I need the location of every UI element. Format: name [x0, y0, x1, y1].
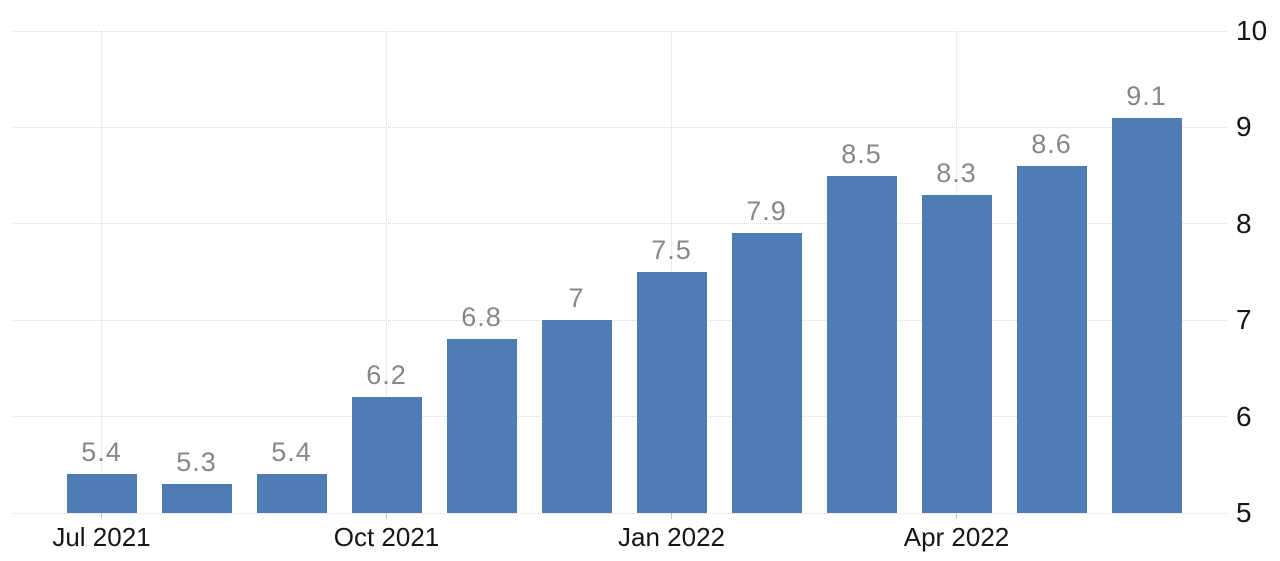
y-axis-tick-label: 10: [1236, 15, 1268, 46]
h-gridline: [12, 223, 1227, 225]
bar-value-label: 8.6: [1031, 128, 1072, 159]
v-gridline: [101, 31, 102, 513]
bar-value-label: 8.3: [936, 157, 977, 188]
v-gridline: [386, 31, 387, 513]
y-axis-tick-label: 6: [1236, 400, 1252, 432]
bar: [636, 272, 707, 513]
bar-value-label: 7: [568, 283, 585, 314]
bar: [826, 175, 897, 513]
h-gridline: [12, 30, 1227, 32]
bar: [541, 320, 612, 513]
bar-value-label: 9.1: [1126, 80, 1167, 111]
bar: [351, 397, 422, 513]
x-axis-tick: [101, 513, 102, 519]
h-gridline: [12, 512, 1227, 514]
h-gridline: [12, 416, 1227, 418]
bar: [1016, 165, 1087, 513]
bar-value-label: 8.5: [841, 138, 882, 169]
bar-value-label: 7.5: [651, 235, 692, 265]
h-gridline: [12, 319, 1227, 321]
bar-value-label: 6.8: [461, 302, 502, 333]
bar: [1111, 117, 1182, 513]
bar-value-label: 5.4: [271, 437, 312, 468]
h-gridline: [12, 126, 1227, 128]
bar: [731, 233, 802, 513]
x-axis-tick: [956, 513, 957, 519]
bar: [446, 339, 517, 513]
x-axis-tick-label: Jan 2022: [618, 522, 725, 552]
y-axis-tick-label: 9: [1236, 111, 1252, 143]
y-axis-tick-label: 7: [1236, 304, 1252, 336]
x-axis-tick: [671, 513, 672, 519]
bar-value-label: 5.4: [81, 437, 122, 468]
bar-value-label: 5.3: [176, 447, 217, 478]
bar: [66, 474, 137, 513]
bar: [921, 194, 992, 513]
bar: [256, 474, 327, 513]
y-axis-tick-label: 5: [1236, 497, 1252, 528]
bar-value-label: 6.2: [366, 360, 407, 391]
y-axis-tick-label: 8: [1236, 207, 1252, 239]
bar: [161, 484, 232, 513]
x-axis-tick-label: Apr 2022: [903, 522, 1010, 552]
bar-value-label: 7.9: [746, 196, 787, 227]
x-axis-tick: [386, 513, 387, 519]
x-axis-tick-label: Oct 2021: [333, 522, 440, 552]
x-axis-tick-label: Jul 2021: [52, 522, 151, 552]
